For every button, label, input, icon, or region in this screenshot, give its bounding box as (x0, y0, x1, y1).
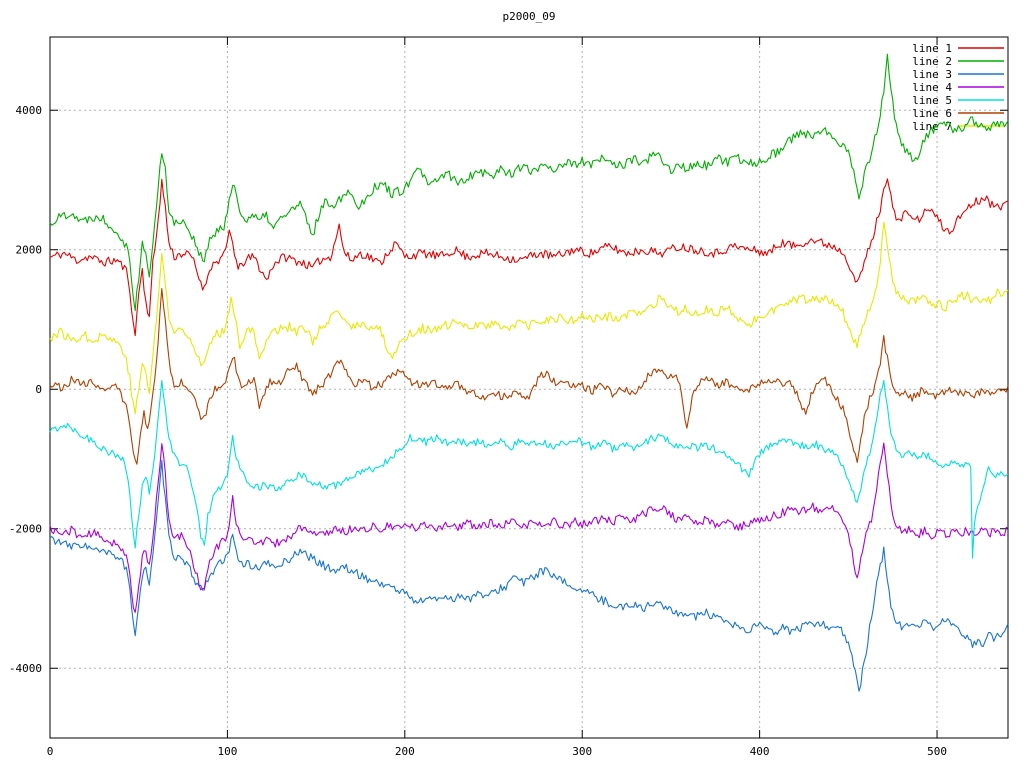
series-line-2 (49, 53, 1009, 312)
legend-label-line-3: line 3 (912, 68, 952, 81)
series-line-4 (49, 442, 1009, 613)
y-tick-label: 2000 (16, 244, 43, 257)
x-tick-label: 400 (750, 745, 770, 758)
y-tick-label: -4000 (9, 662, 42, 675)
plot-border (49, 36, 1009, 739)
chart-title: p2000_09 (502, 10, 556, 23)
legend-label-line-2: line 2 (912, 55, 952, 68)
legend-label-line-1: line 1 (912, 42, 952, 55)
x-tick-label: 300 (572, 745, 592, 758)
y-tick-label: 0 (35, 383, 42, 396)
x-tick-label: 200 (395, 745, 415, 758)
series-line-6 (49, 287, 1009, 465)
x-tick-label: 100 (217, 745, 237, 758)
series-line-1 (49, 178, 1009, 337)
series-line-3 (49, 459, 1009, 692)
series-line-5 (49, 379, 1009, 559)
x-tick-label: 500 (927, 745, 947, 758)
legend-label-line-4: line 4 (912, 81, 952, 94)
legend-label-line-5: line 5 (912, 94, 952, 107)
y-tick-label: -2000 (9, 523, 42, 536)
x-tick-label: 0 (47, 745, 54, 758)
legend-label-line-6: line 6 (912, 107, 952, 120)
series-line-7 (49, 221, 1009, 415)
y-tick-label: 4000 (16, 104, 43, 117)
